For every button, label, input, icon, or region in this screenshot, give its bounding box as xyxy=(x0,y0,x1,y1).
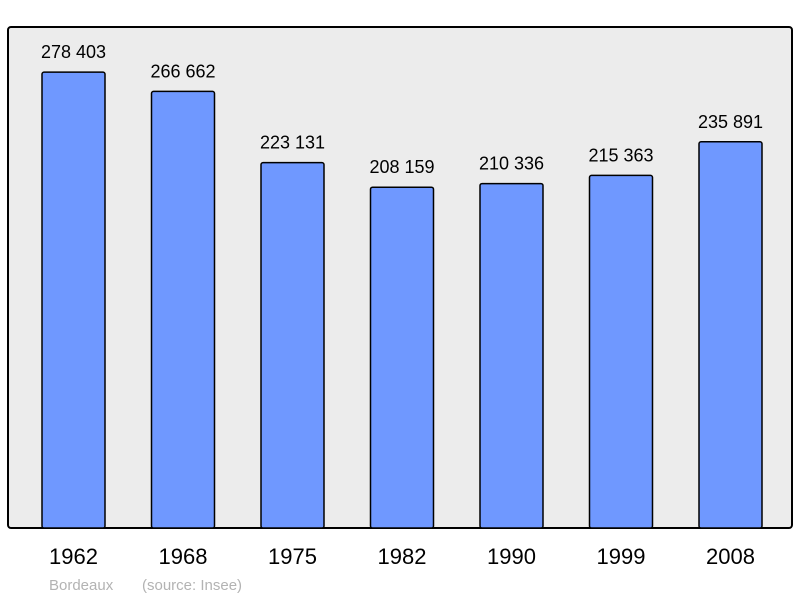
x-tick-1975: 1975 xyxy=(268,544,317,569)
bar-1990 xyxy=(479,182,544,529)
bar-1962 xyxy=(41,71,106,529)
x-tick-1999: 1999 xyxy=(597,544,646,569)
data-label-2008: 235 891 xyxy=(698,112,763,132)
bar-1999 xyxy=(588,174,654,529)
x-tick-1962: 1962 xyxy=(49,544,98,569)
x-tick-2008: 2008 xyxy=(706,544,755,569)
data-label-1968: 266 662 xyxy=(150,61,215,81)
footer-place: Bordeaux xyxy=(49,577,114,594)
data-label-1982: 208 159 xyxy=(369,157,434,177)
data-label-1975: 223 131 xyxy=(260,133,325,153)
bar-1975 xyxy=(260,161,325,529)
x-tick-1968: 1968 xyxy=(159,544,208,569)
data-label-1999: 215 363 xyxy=(588,145,653,165)
x-tick-1990: 1990 xyxy=(487,544,536,569)
bar-1982 xyxy=(369,186,435,529)
data-label-1990: 210 336 xyxy=(479,154,544,174)
data-label-1962: 278 403 xyxy=(41,42,106,62)
bar-1968 xyxy=(150,90,216,529)
footer-source: (source: Insee) xyxy=(142,577,242,594)
bar-2008 xyxy=(698,141,763,529)
x-tick-1982: 1982 xyxy=(378,544,427,569)
